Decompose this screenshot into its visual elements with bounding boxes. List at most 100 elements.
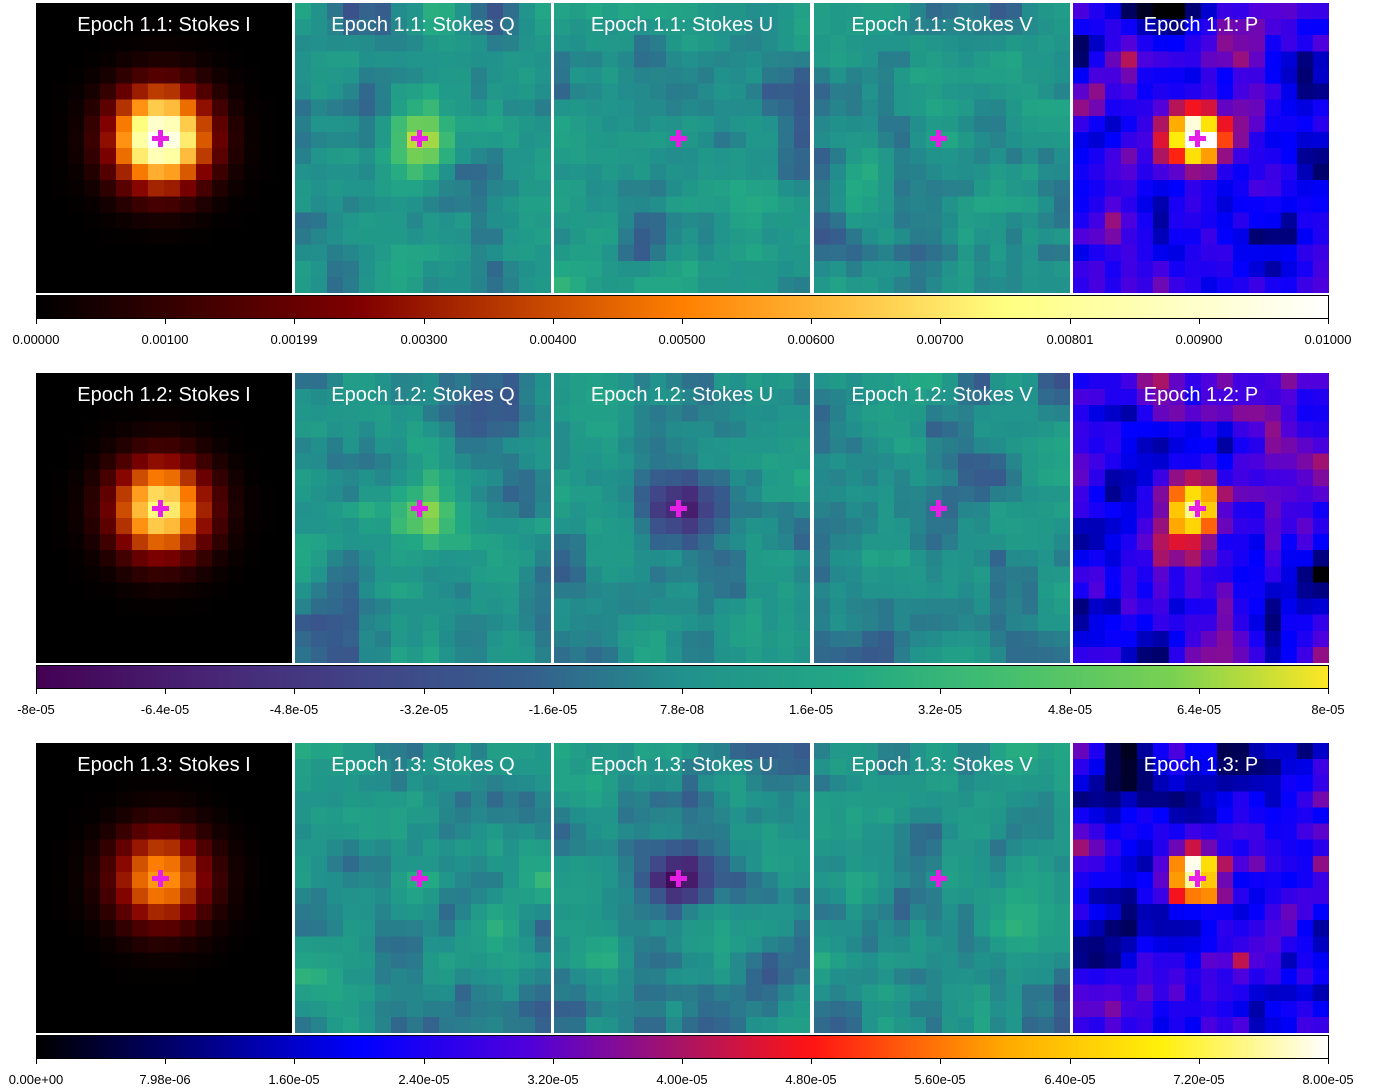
colorbar-tick-label: 0.00801 (1046, 332, 1094, 347)
panel-epoch-1-1-stokes-u: Epoch 1.1: Stokes U (554, 3, 810, 293)
colorbar-tick (1199, 319, 1200, 324)
image-epoch-1-3-stokes-q (295, 743, 551, 1033)
colorbar-tick-label: 0.00600 (787, 332, 835, 347)
source-marker-icon (411, 870, 428, 887)
image-epoch-1-3-p (1073, 743, 1329, 1033)
image-epoch-1-1-p (1073, 3, 1329, 293)
panel-title: Epoch 1.3: Stokes U (590, 754, 774, 776)
image-epoch-1-2-stokes-q (295, 373, 551, 663)
colorbar-tick-label: 0.00e+00 (8, 1072, 64, 1087)
panel-title: Epoch 1.2: Stokes Q (331, 384, 515, 406)
colorbar-tick (811, 1059, 812, 1064)
colorbar-tick (36, 1059, 37, 1064)
image-epoch-1-3-stokes-i (36, 743, 292, 1033)
image-epoch-1-2-stokes-v (814, 373, 1070, 663)
colorbar-tick-label: -4.8e-05 (269, 702, 319, 717)
panel-title: Epoch 1.1: Stokes Q (331, 14, 515, 36)
panel-epoch-1-1-p: Epoch 1.1: P (1073, 3, 1329, 293)
colorbar-tick-label: -6.4e-05 (140, 702, 190, 717)
colorbar-tick-label: 0.00900 (1175, 332, 1223, 347)
panel-title: Epoch 1.2: Stokes U (590, 384, 774, 406)
colorbar-tick-label: 8e-05 (1311, 702, 1345, 717)
image-epoch-1-1-stokes-v (814, 3, 1070, 293)
colorbar-tick (165, 689, 166, 694)
colorbar-gradient (37, 1036, 1328, 1058)
image-epoch-1-2-p (1073, 373, 1329, 663)
colorbar-tick-label: -3.2e-05 (399, 702, 449, 717)
colorbar-tick-label: 0.01000 (1304, 332, 1352, 347)
colorbar-tick-label: 0.00400 (529, 332, 577, 347)
colorbar-gradient (37, 296, 1328, 318)
panel-title: Epoch 1.1: P (1143, 14, 1259, 36)
colorbar-tick (1328, 319, 1329, 324)
source-marker-icon (411, 130, 428, 147)
colorbar-tick (36, 319, 37, 324)
colorbar-tick (165, 319, 166, 324)
colorbar-tick-label: 7.20e-05 (1173, 1072, 1225, 1087)
panel-epoch-1-3-p: Epoch 1.3: P (1073, 743, 1329, 1033)
source-marker-icon (670, 130, 687, 147)
image-epoch-1-3-stokes-u (554, 743, 810, 1033)
colorbar-tick (1070, 1059, 1071, 1064)
colorbar-tick (165, 1059, 166, 1064)
colorbar-tick (940, 689, 941, 694)
image-epoch-1-1-stokes-u (554, 3, 810, 293)
colorbar-tick (1328, 689, 1329, 694)
colorbar-tick-label: 3.20e-05 (527, 1072, 579, 1087)
colorbar-tick (1199, 1059, 1200, 1064)
panel-title: Epoch 1.1: Stokes I (77, 14, 251, 36)
source-marker-icon (152, 500, 169, 517)
colorbar-tick-label: 4.8e-05 (1047, 702, 1093, 717)
colorbar-tick-label: 0.00500 (658, 332, 706, 347)
image-epoch-1-2-stokes-u (554, 373, 810, 663)
colorbar-tick-label: 3.2e-05 (917, 702, 963, 717)
panel-epoch-1-2-stokes-q: Epoch 1.2: Stokes Q (295, 373, 551, 663)
colorbar-tick-label: -1.6e-05 (528, 702, 578, 717)
colorbar-row-1 (36, 295, 1329, 319)
colorbar-tick-label: 4.80e-05 (785, 1072, 837, 1087)
colorbar-tick-label: 6.4e-05 (1176, 702, 1222, 717)
image-epoch-1-1-stokes-q (295, 3, 551, 293)
image-epoch-1-1-stokes-i (36, 3, 292, 293)
panel-title: Epoch 1.2: P (1143, 384, 1259, 406)
colorbar-tick-label: 6.40e-05 (1044, 1072, 1096, 1087)
colorbar-tick-label: 4.00e-05 (656, 1072, 708, 1087)
colorbar-tick (811, 689, 812, 694)
colorbar-tick (1070, 689, 1071, 694)
colorbar-tick-label: 8.00e-05 (1302, 1072, 1354, 1087)
source-marker-icon (411, 500, 428, 517)
colorbar-tick (940, 319, 941, 324)
colorbar-tick (1199, 689, 1200, 694)
colorbar-tick (424, 319, 425, 324)
colorbar-tick-label: 5.60e-05 (914, 1072, 966, 1087)
colorbar-tick (682, 1059, 683, 1064)
source-marker-icon (670, 500, 687, 517)
panel-epoch-1-3-stokes-v: Epoch 1.3: Stokes V (814, 743, 1070, 1033)
panel-epoch-1-3-stokes-u: Epoch 1.3: Stokes U (554, 743, 810, 1033)
source-marker-icon (930, 500, 947, 517)
colorbar-tick (553, 1059, 554, 1064)
source-marker-icon (930, 870, 947, 887)
colorbar-tick-label: 1.6e-05 (788, 702, 834, 717)
colorbar-tick-label: 7.98e-06 (139, 1072, 191, 1087)
panel-title: Epoch 1.1: Stokes V (851, 14, 1033, 36)
colorbar-tick-label: -8e-05 (17, 702, 55, 717)
image-epoch-1-2-stokes-i (36, 373, 292, 663)
panel-epoch-1-2-stokes-i: Epoch 1.2: Stokes I (36, 373, 292, 663)
colorbar-tick (294, 689, 295, 694)
colorbar-tick-label: 0.00000 (12, 332, 60, 347)
colorbar-tick-label: 2.40e-05 (398, 1072, 450, 1087)
panel-epoch-1-3-stokes-i: Epoch 1.3: Stokes I (36, 743, 292, 1033)
colorbar-tick-label: 0.00700 (916, 332, 964, 347)
source-marker-icon (152, 870, 169, 887)
colorbar-tick (1070, 319, 1071, 324)
panel-epoch-1-2-stokes-v: Epoch 1.2: Stokes V (814, 373, 1070, 663)
colorbar-tick-label: 0.00199 (270, 332, 318, 347)
panel-epoch-1-2-p: Epoch 1.2: P (1073, 373, 1329, 663)
colorbar-tick (1328, 1059, 1329, 1064)
colorbar-tick (553, 689, 554, 694)
colorbar-tick (682, 689, 683, 694)
panel-epoch-1-1-stokes-i: Epoch 1.1: Stokes I (36, 3, 292, 293)
colorbar-row-2 (36, 665, 1329, 689)
colorbar-tick (940, 1059, 941, 1064)
